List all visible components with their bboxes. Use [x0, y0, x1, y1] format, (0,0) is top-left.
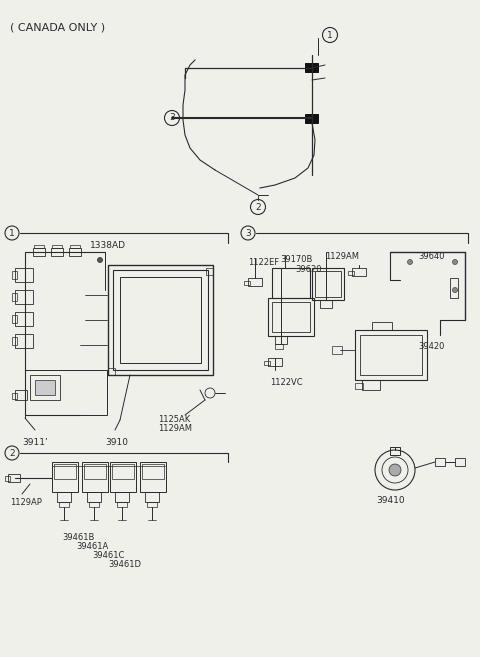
- Bar: [244, 281, 250, 285]
- Bar: [12, 271, 17, 279]
- Text: 39461C: 39461C: [92, 551, 124, 560]
- Bar: [108, 368, 115, 375]
- Bar: [348, 271, 354, 275]
- Bar: [315, 271, 341, 297]
- Bar: [145, 492, 159, 502]
- Bar: [5, 476, 10, 481]
- Text: 39640: 39640: [418, 252, 444, 261]
- Text: 2: 2: [255, 202, 261, 212]
- Text: ( CANADA ONLY ): ( CANADA ONLY ): [10, 22, 105, 32]
- Text: 39461B: 39461B: [62, 533, 95, 542]
- Bar: [264, 361, 270, 365]
- Text: 1: 1: [327, 30, 333, 39]
- Text: 39420: 39420: [418, 342, 444, 351]
- Bar: [372, 322, 392, 330]
- Bar: [275, 344, 283, 349]
- Bar: [332, 346, 342, 354]
- Bar: [30, 375, 60, 400]
- Bar: [87, 492, 101, 502]
- Bar: [8, 474, 20, 482]
- Bar: [15, 334, 33, 348]
- Bar: [450, 278, 458, 298]
- Text: 3911’: 3911’: [22, 438, 48, 447]
- Bar: [147, 502, 157, 507]
- Text: 39410: 39410: [376, 496, 405, 505]
- Bar: [272, 302, 310, 332]
- Bar: [352, 268, 366, 276]
- Text: 1129AM: 1129AM: [325, 252, 359, 261]
- Bar: [34, 245, 44, 248]
- Bar: [355, 330, 427, 380]
- Bar: [360, 335, 422, 375]
- Text: 1122VC: 1122VC: [270, 378, 302, 387]
- Bar: [108, 265, 213, 375]
- Circle shape: [408, 260, 412, 265]
- Bar: [112, 464, 134, 479]
- Bar: [455, 458, 465, 466]
- Bar: [390, 447, 400, 455]
- Bar: [248, 278, 262, 286]
- Bar: [206, 268, 213, 275]
- Bar: [25, 370, 107, 415]
- Bar: [355, 383, 363, 389]
- Text: 39461A: 39461A: [76, 542, 108, 551]
- Bar: [272, 268, 310, 298]
- Bar: [305, 63, 318, 72]
- Bar: [89, 502, 99, 507]
- Bar: [362, 380, 380, 390]
- Bar: [142, 464, 164, 479]
- Bar: [70, 245, 80, 248]
- Bar: [110, 462, 136, 492]
- Bar: [84, 464, 106, 479]
- Text: 39170B: 39170B: [280, 255, 312, 264]
- Bar: [54, 464, 76, 479]
- Bar: [15, 390, 27, 400]
- Bar: [35, 380, 55, 395]
- Text: 1125AK: 1125AK: [158, 415, 190, 424]
- Bar: [12, 337, 17, 345]
- Bar: [52, 245, 62, 248]
- Bar: [12, 293, 17, 301]
- Bar: [120, 277, 201, 363]
- Text: 1122EF: 1122EF: [248, 258, 279, 267]
- Text: 39620: 39620: [295, 265, 322, 274]
- Bar: [51, 248, 63, 256]
- Bar: [140, 462, 166, 492]
- Bar: [275, 336, 287, 344]
- Bar: [12, 393, 17, 399]
- Circle shape: [97, 258, 103, 263]
- Bar: [15, 290, 33, 304]
- Text: 3: 3: [169, 114, 175, 122]
- Bar: [69, 248, 81, 256]
- Bar: [115, 492, 129, 502]
- Text: 39461D: 39461D: [108, 560, 141, 569]
- Text: 1129AM: 1129AM: [158, 424, 192, 433]
- Bar: [305, 114, 318, 123]
- Text: 1338AD: 1338AD: [90, 241, 126, 250]
- Bar: [59, 502, 69, 507]
- Text: 3: 3: [245, 229, 251, 237]
- Bar: [12, 315, 17, 323]
- Bar: [268, 298, 314, 336]
- Bar: [33, 248, 45, 256]
- Circle shape: [389, 464, 401, 476]
- Text: 3910: 3910: [105, 438, 128, 447]
- Bar: [57, 492, 71, 502]
- Circle shape: [453, 260, 457, 265]
- Bar: [268, 358, 282, 366]
- Bar: [435, 458, 445, 466]
- Bar: [312, 268, 344, 300]
- Text: 1: 1: [9, 229, 15, 237]
- Bar: [117, 502, 127, 507]
- Text: 1129AP: 1129AP: [10, 498, 42, 507]
- Text: 2: 2: [9, 449, 15, 457]
- Bar: [15, 268, 33, 282]
- Bar: [320, 300, 332, 308]
- Bar: [82, 462, 108, 492]
- Bar: [15, 312, 33, 326]
- Bar: [113, 270, 208, 370]
- Bar: [52, 462, 78, 492]
- Circle shape: [453, 288, 457, 292]
